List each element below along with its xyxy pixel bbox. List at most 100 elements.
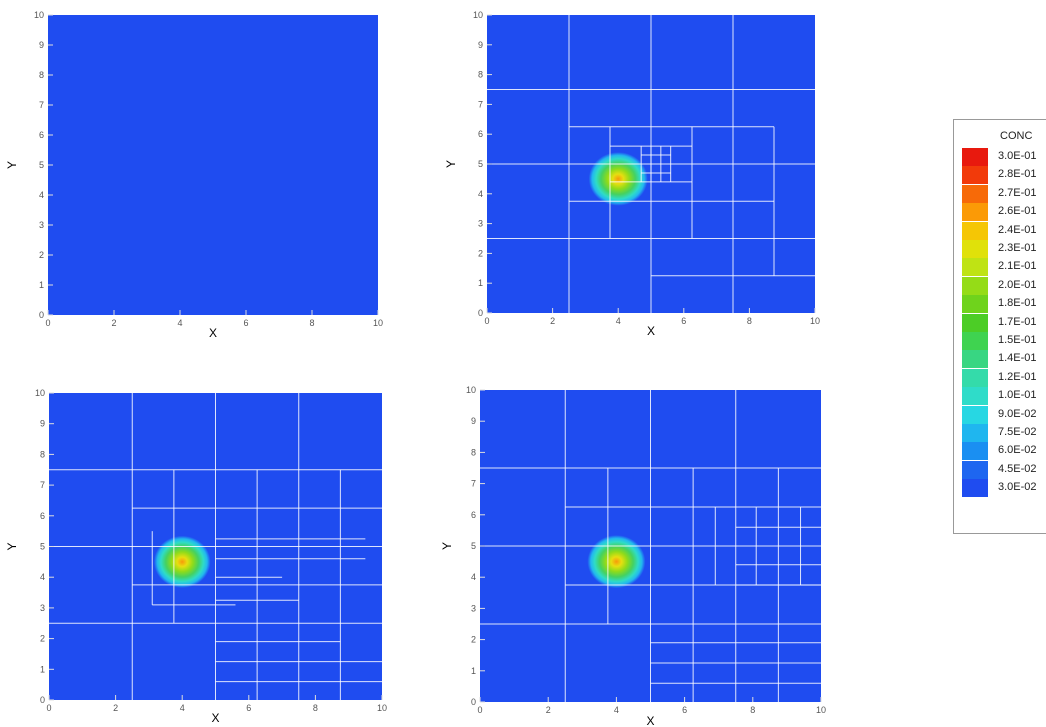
x-tick-label: 0: [45, 318, 50, 328]
panel-2: 0 2 4 6 8 10 0 1 2 3 4 5 6 7 8 9 10 X Y: [440, 0, 840, 345]
x-axis-label: X: [209, 326, 217, 340]
y-tick-label: 3: [471, 603, 476, 613]
legend-swatch: [962, 295, 988, 314]
x-tick-label: 4: [614, 705, 619, 715]
x-axis-label: X: [647, 324, 655, 338]
legend-label: 2.7E-01: [998, 186, 1037, 199]
legend-label: 6.0E-02: [998, 444, 1037, 457]
y-tick-label: 4: [39, 190, 44, 200]
y-tick-label: 7: [478, 99, 483, 109]
legend-swatch: [962, 221, 988, 240]
x-tick-label: 10: [810, 316, 820, 326]
y-tick-label: 1: [478, 278, 483, 288]
y-tick-label: 5: [471, 541, 476, 551]
legend-label: 1.5E-01: [998, 334, 1037, 346]
legend-label: 7.5E-02: [998, 426, 1037, 438]
y-tick-label: 3: [40, 603, 45, 613]
plot-field: [48, 15, 378, 315]
y-tick-label: 2: [471, 635, 476, 645]
x-tick-label: 4: [177, 318, 182, 328]
panel-1: 0 2 4 6 8 10 0 1 2 3 4 5 6 7 8 9 10 X Y: [0, 0, 400, 345]
legend-label: 2.3E-01: [998, 242, 1037, 254]
y-tick-label: 10: [466, 385, 476, 395]
y-axis-label: Y: [5, 542, 19, 550]
y-axis-label: Y: [444, 160, 458, 168]
x-tick-label: 8: [750, 705, 755, 715]
legend-swatch: [962, 203, 988, 222]
y-tick-label: 9: [40, 419, 45, 429]
y-axis-label: Y: [5, 161, 19, 169]
x-tick-label: 6: [682, 705, 687, 715]
x-tick-label: 6: [243, 318, 248, 328]
x-axis-label: X: [211, 711, 219, 725]
y-tick-label: 8: [478, 70, 483, 80]
y-tick-label: 4: [40, 572, 45, 582]
legend-label: 1.0E-01: [998, 389, 1037, 402]
legend-swatch: [962, 258, 988, 277]
legend-swatch: [962, 405, 988, 424]
x-tick-label: 10: [816, 705, 826, 715]
legend-swatch: [962, 313, 988, 332]
legend-label: 2.4E-01: [998, 223, 1037, 236]
y-tick-label: 10: [34, 10, 44, 20]
x-tick-label: 0: [46, 703, 51, 713]
x-tick-label: 0: [484, 316, 489, 326]
y-tick-label: 1: [471, 666, 476, 676]
y-tick-label: 6: [39, 130, 44, 140]
y-tick-label: 4: [478, 189, 483, 199]
legend-swatch: [962, 460, 988, 479]
y-tick-label: 8: [39, 70, 44, 80]
x-tick-label: 2: [550, 316, 555, 326]
concentration-blob: [153, 535, 211, 588]
x-tick-label: 2: [111, 318, 116, 328]
legend-swatch: [962, 332, 988, 350]
y-tick-label: 7: [471, 479, 476, 489]
y-tick-label: 2: [39, 250, 44, 260]
x-tick-label: 6: [681, 316, 686, 326]
legend-label: 1.8E-01: [998, 297, 1037, 310]
y-tick-label: 6: [478, 129, 483, 139]
legend-label: 1.7E-01: [998, 315, 1037, 328]
legend-swatch: [962, 184, 988, 203]
x-tick-label: 8: [313, 703, 318, 713]
legend-label: 2.6E-01: [998, 205, 1037, 218]
color-legend: CONC 3.0E-01 2.8E-01 2.7E-01 2.6E-01 2.4E-01…: [953, 119, 1046, 534]
y-tick-label: 8: [40, 449, 45, 459]
y-tick-label: 0: [40, 695, 45, 705]
legend-swatch: [962, 276, 988, 295]
y-tick-label: 0: [39, 310, 44, 320]
x-tick-label: 0: [477, 705, 482, 715]
legend-swatch: [962, 166, 988, 185]
legend-swatch: [962, 479, 988, 498]
y-tick-label: 10: [35, 388, 45, 398]
x-tick-label: 10: [373, 318, 383, 328]
x-tick-label: 2: [113, 703, 118, 713]
y-tick-label: 5: [40, 542, 45, 552]
y-tick-label: 9: [478, 40, 483, 50]
plot-4-svg: 0 2 4 6 8 10 0 1 2 3 4 5 6 7 8 9 10 X Y: [440, 385, 826, 727]
y-tick-label: 9: [39, 40, 44, 50]
legend-label: 1.2E-01: [998, 370, 1037, 383]
y-tick-label: 2: [478, 248, 483, 258]
y-tick-label: 8: [471, 447, 476, 457]
legend-swatch: [962, 442, 988, 461]
legend-label: 4.5E-02: [998, 462, 1037, 475]
x-tick-label: 4: [180, 703, 185, 713]
legend-swatch: [962, 148, 988, 166]
legend-label: 9.0E-02: [998, 407, 1037, 420]
y-tick-label: 10: [473, 10, 483, 20]
plot-2-svg: 0 2 4 6 8 10 0 1 2 3 4 5 6 7 8 9 10 X Y: [444, 10, 820, 338]
y-tick-label: 4: [471, 572, 476, 582]
legend-label: 1.4E-01: [998, 352, 1037, 365]
legend-label: 3.0E-01: [998, 150, 1037, 162]
y-tick-label: 3: [478, 219, 483, 229]
panel-3: 0 2 4 6 8 10 0 1 2 3 4 5 6 7 8 9 10 X Y: [0, 380, 400, 727]
x-axis-label: X: [646, 714, 654, 727]
y-tick-label: 0: [478, 308, 483, 318]
legend-swatch: [962, 424, 988, 442]
x-tick-label: 8: [747, 316, 752, 326]
x-tick-label: 6: [246, 703, 251, 713]
y-tick-label: 2: [40, 634, 45, 644]
y-tick-label: 6: [40, 511, 45, 521]
concentration-blob: [588, 152, 648, 206]
